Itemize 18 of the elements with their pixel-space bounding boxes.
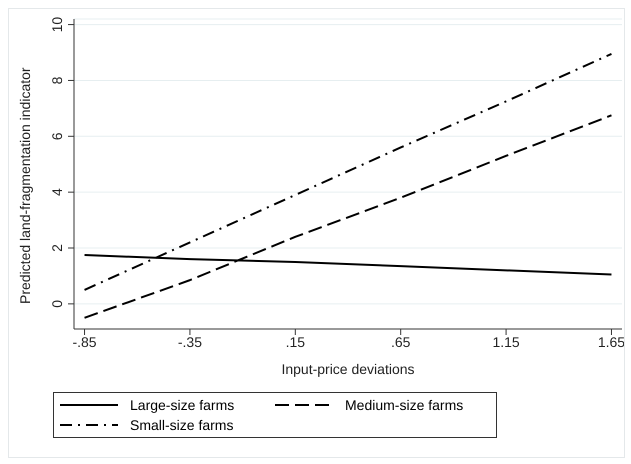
x-tick-label: .65: [390, 334, 411, 350]
line-series: [84, 114, 612, 319]
y-axis-title: Predicted land-fragmentation indicator: [16, 67, 33, 304]
legend-label: Medium-size farms: [345, 397, 464, 413]
x-tick-label: -.35: [178, 334, 202, 350]
legend-label: Small-size farms: [130, 417, 234, 433]
x-axis-title: Input-price deviations: [281, 361, 415, 377]
x-tick-label: -.85: [72, 334, 97, 350]
legend-label: Large-size farms: [130, 397, 234, 413]
y-tick-label: 8: [49, 76, 65, 84]
y-tick-label: 2: [49, 244, 65, 252]
line-series: [84, 52, 612, 291]
x-tick-label: 1.15: [492, 334, 520, 350]
y-tick-label: 4: [49, 188, 65, 196]
y-tick-label: 6: [49, 132, 65, 140]
y-tick-label: 10: [49, 16, 65, 32]
y-tick-label: 0: [49, 300, 65, 308]
x-tick-label: .15: [286, 334, 306, 350]
